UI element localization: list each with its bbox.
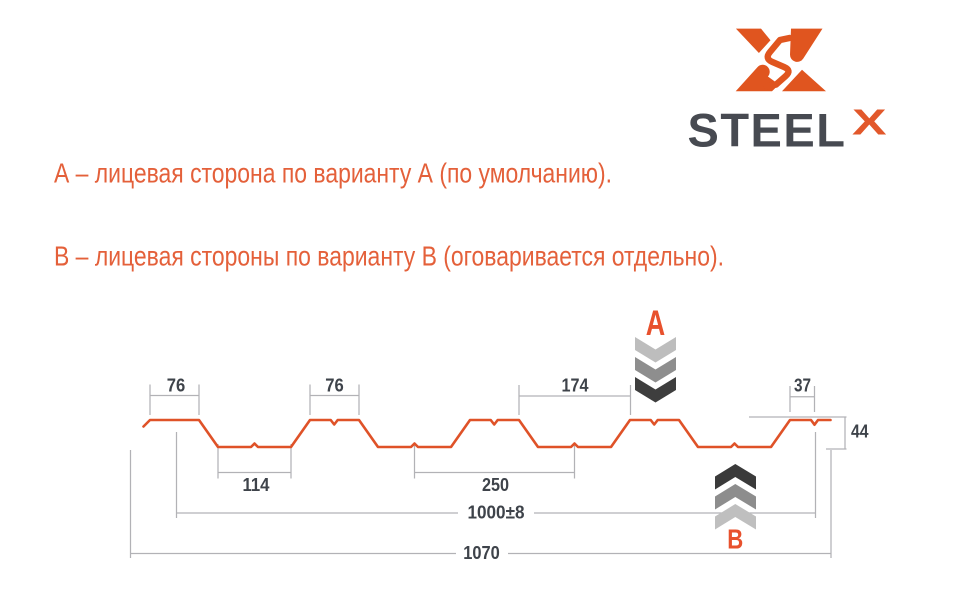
svg-text:A: A <box>646 303 665 342</box>
svg-text:X: X <box>852 102 887 143</box>
svg-text:В – лицевая стороны по вариант: В – лицевая стороны по варианту В (огова… <box>54 241 724 272</box>
svg-text:STEEL: STEEL <box>688 104 847 157</box>
svg-text:114: 114 <box>243 474 271 495</box>
svg-text:76: 76 <box>325 375 344 396</box>
svg-text:1000±8: 1000±8 <box>468 502 525 523</box>
svg-text:250: 250 <box>482 474 509 495</box>
svg-text:B: B <box>727 524 743 555</box>
svg-text:174: 174 <box>562 375 590 396</box>
svg-text:37: 37 <box>794 375 811 396</box>
svg-text:А – лицевая сторона по вариант: А – лицевая сторона по варианту А (по ум… <box>54 158 612 189</box>
svg-text:1070: 1070 <box>463 542 500 563</box>
svg-text:76: 76 <box>167 375 186 396</box>
svg-text:44: 44 <box>851 421 869 442</box>
